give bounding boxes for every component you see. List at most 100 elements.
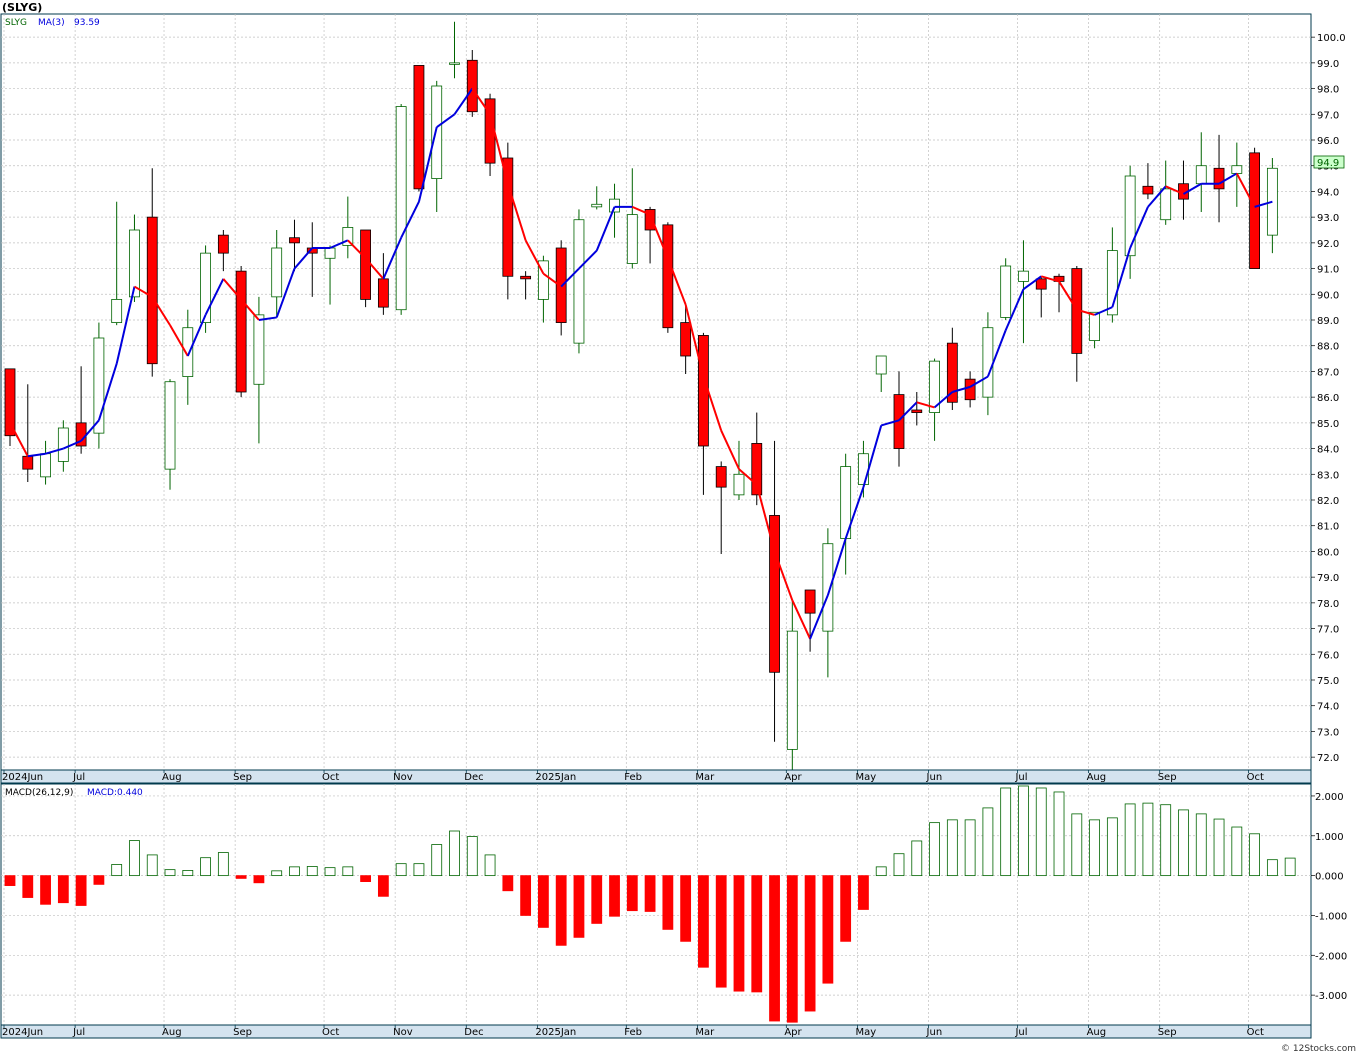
candle-down [235, 270, 247, 393]
price-tick-label: 99.0 [1317, 59, 1339, 70]
time-axis-bottom-labels: 2024Jun Jul Aug Sep Oct Nov Dec 2025Jan Feb Mar Ap… [2, 1025, 1264, 1038]
ma-segment [1004, 288, 1025, 331]
macd-bar-positive [1035, 787, 1047, 877]
macd-bar-positive [164, 869, 176, 877]
ma-segment [1022, 275, 1042, 290]
candle-up [538, 260, 549, 300]
candle-down [911, 409, 923, 413]
ma-segment [649, 214, 669, 259]
candle-down [698, 335, 709, 447]
macd-bar-negative [502, 875, 514, 892]
candle-up [1124, 175, 1136, 257]
macd-bar-negative [751, 875, 763, 993]
macd-bar-positive [1142, 802, 1154, 877]
macd-bar-positive [982, 807, 994, 877]
macd-bar-positive [1000, 787, 1012, 877]
chart-title: (SLYG) [2, 1, 42, 14]
macd-bar-positive [129, 840, 140, 877]
ma-segment [506, 183, 527, 241]
time-axis-label: Nov [393, 772, 413, 783]
time-axis-label: Dec [464, 772, 483, 783]
time-axis-label: May [855, 772, 876, 783]
price-tick-label: 76.0 [1317, 650, 1339, 661]
time-axis-label: May [855, 1027, 876, 1038]
ma-segment [293, 247, 314, 270]
macd-bar-negative [858, 875, 869, 910]
macd-tick-label: 1.000 [1315, 832, 1344, 843]
macd-bar-negative [538, 875, 549, 928]
macd-bar-positive [1213, 818, 1225, 877]
ma-segment [115, 286, 136, 364]
price-tick-label: 90.0 [1317, 290, 1339, 301]
macd-panel: -3.000 -2.000 -1.000 0.000 1.000 2.000 MACD(2… [0, 783, 1347, 1026]
candle-up [431, 85, 443, 179]
macd-bar-negative [573, 875, 585, 938]
ma-segment [1076, 308, 1095, 316]
macd-bar-positive [395, 863, 407, 877]
macd-bar-negative [555, 875, 567, 946]
macd-bar-negative [662, 875, 674, 930]
time-axis-label: 2025Jan [535, 772, 576, 783]
time-axis-label: Sep [1158, 1027, 1177, 1038]
candle-down [715, 466, 727, 488]
macd-bar-negative [57, 875, 69, 904]
time-axis-label: 2024Jun [2, 772, 43, 783]
ma-segment [862, 425, 883, 488]
ma-segment [1218, 172, 1238, 185]
ma-segment [702, 376, 723, 431]
macd-bar-negative [786, 875, 798, 1023]
candle-up [449, 62, 460, 65]
candle-up [1160, 188, 1172, 221]
time-axis-label: Jul [72, 772, 85, 783]
candle-up [733, 473, 745, 496]
ma-segment [560, 267, 580, 288]
ma-segment [844, 486, 865, 539]
macd-bar-positive [964, 819, 976, 877]
time-axis-label: Sep [1158, 772, 1177, 783]
time-axis-label: Sep [233, 1027, 252, 1038]
ma-segment [542, 272, 562, 288]
price-gridlines [1, 14, 1311, 770]
candle-down [360, 229, 372, 300]
ma-segment [880, 419, 900, 427]
macd-bar-positive [200, 857, 211, 877]
candle-down [680, 322, 692, 357]
ma-segment [755, 484, 776, 552]
ma-segment [329, 239, 349, 249]
candle-down [289, 237, 300, 244]
price-tick-label: 98.0 [1317, 85, 1339, 96]
ma-segment [204, 278, 225, 316]
price-tick-label: 93.0 [1317, 213, 1339, 224]
candle-up [929, 360, 940, 413]
price-tick-label: 82.0 [1317, 496, 1339, 507]
candle-down [662, 224, 674, 329]
macd-bar-positive [911, 840, 923, 877]
macd-bar-positive [217, 852, 229, 877]
time-axis-label: Jul [1014, 772, 1027, 783]
macd-bar-negative [93, 875, 105, 885]
macd-histogram [4, 785, 1296, 1023]
macd-bar-positive [1160, 804, 1172, 877]
candle-up [129, 229, 140, 298]
time-axis-label: 2025Jan [535, 1027, 576, 1038]
ma-segment [1165, 185, 1184, 195]
candle-up [253, 314, 265, 385]
candle-down [520, 275, 532, 280]
ma-segment [969, 375, 989, 388]
macd-bar-negative [698, 875, 709, 968]
ma-segment [631, 205, 651, 216]
candle-up [93, 337, 105, 434]
price-tick-label: 97.0 [1317, 110, 1339, 121]
time-axis-top: 2024Jun Jul Aug Sep Oct Nov Dec 2025Jan Feb Mar Ap… [0, 769, 1312, 784]
candle-up [982, 327, 994, 398]
time-axis-label: Aug [162, 772, 182, 783]
candle-up [271, 247, 283, 298]
candle-up [1000, 265, 1012, 318]
macd-bar-negative [235, 875, 247, 879]
candle-up [40, 453, 51, 478]
candle-up [573, 219, 585, 344]
candle-up [786, 630, 798, 750]
candle-up [111, 299, 123, 323]
macd-bar-positive [111, 864, 123, 877]
ma-segment [1235, 172, 1256, 208]
